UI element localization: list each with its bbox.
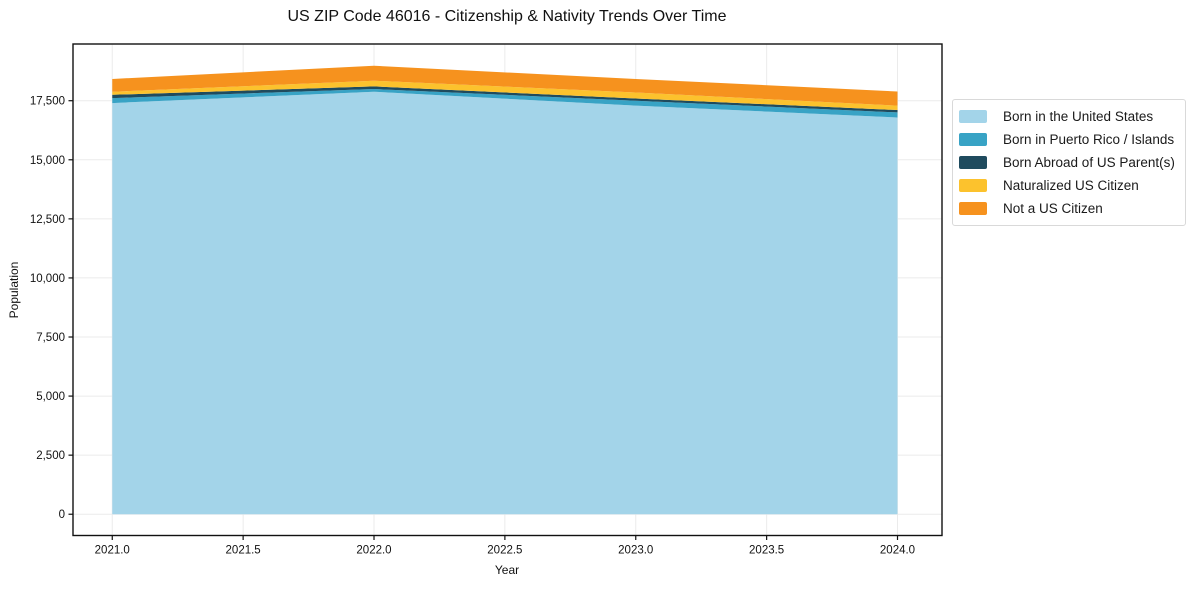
y-tick-label: 0 (59, 509, 65, 521)
x-tick-label: 2021.5 (226, 545, 261, 557)
y-tick-label: 5,000 (36, 391, 65, 403)
y-tick-label: 10,000 (30, 273, 65, 285)
area-born-in-the-united-states (112, 91, 898, 515)
legend-item: Not a US Citizen (959, 197, 1175, 220)
y-tick-label: 2,500 (36, 450, 65, 462)
legend-label: Born in the United States (1003, 109, 1154, 124)
chart-title: US ZIP Code 46016 - Citizenship & Nativi… (287, 8, 727, 25)
y-axis-label: Population (7, 261, 21, 319)
legend-label: Born Abroad of US Parent(s) (1003, 155, 1175, 170)
x-tick-label: 2023.0 (618, 545, 653, 557)
area-not-a-us-citizen (112, 65, 898, 106)
y-tick-label: 7,500 (36, 332, 65, 344)
legend-label: Not a US Citizen (1003, 201, 1103, 216)
x-tick-label: 2023.5 (749, 545, 784, 557)
y-tick-label: 15,000 (30, 155, 65, 167)
x-tick-label: 2024.0 (880, 545, 915, 557)
legend-label: Naturalized US Citizen (1003, 178, 1139, 193)
legend-item: Born in Puerto Rico / Islands (959, 128, 1175, 151)
area-naturalized-us-citizen (112, 80, 898, 111)
y-tick-label: 17,500 (30, 96, 65, 108)
plot-border (72, 43, 943, 537)
legend-swatch-icon (959, 156, 987, 169)
legend-swatch-icon (959, 133, 987, 146)
x-tick-label: 2022.0 (356, 545, 391, 557)
x-tick-label: 2022.5 (487, 545, 522, 557)
y-tick-label: 12,500 (30, 214, 65, 226)
legend-item: Born Abroad of US Parent(s) (959, 151, 1175, 174)
legend-swatch-icon (959, 179, 987, 192)
legend-item: Naturalized US Citizen (959, 174, 1175, 197)
legend-swatch-icon (959, 202, 987, 215)
legend-item: Born in the United States (959, 105, 1175, 128)
legend: Born in the United States Born in Puerto … (952, 99, 1186, 226)
legend-label: Born in Puerto Rico / Islands (1003, 132, 1175, 147)
x-axis-label: Year (494, 563, 520, 577)
legend-swatch-icon (959, 110, 987, 123)
x-tick-label: 2021.0 (95, 545, 130, 557)
